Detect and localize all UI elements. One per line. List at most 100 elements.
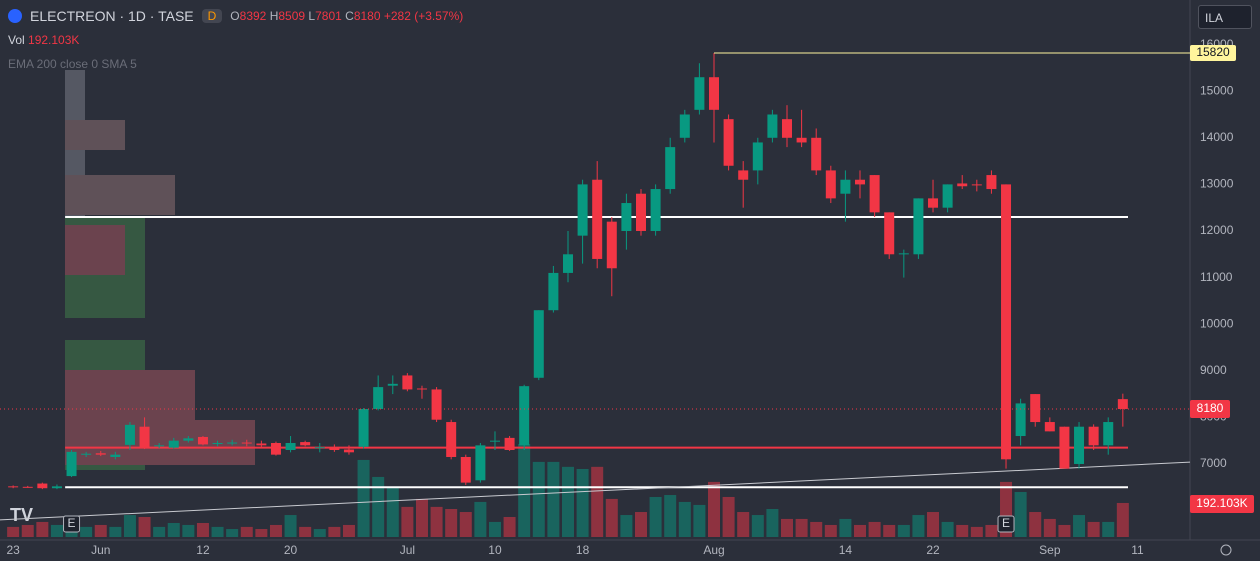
candle-body [562, 254, 573, 273]
candle-body [957, 183, 968, 187]
candle-body [723, 119, 734, 166]
event-label: E [68, 516, 76, 530]
volume-bar [21, 524, 34, 537]
volume-bar [1029, 512, 1042, 537]
change: +282 (+3.57%) [383, 9, 464, 23]
y-tick-label: 7000 [1200, 456, 1227, 470]
volume-bar [357, 459, 370, 537]
event-badge [997, 515, 1015, 533]
volume-bar [810, 521, 823, 537]
candle-body [767, 114, 778, 138]
candle-body [621, 203, 632, 231]
volume-bar [328, 526, 341, 537]
ohlc-label: O [230, 9, 240, 23]
volume-bar [488, 521, 501, 537]
volume-bar [927, 512, 940, 537]
candle-body [387, 383, 398, 386]
volume-bar [1043, 518, 1056, 537]
candle-body [709, 77, 719, 110]
candle-body [942, 184, 953, 208]
volume-bar [708, 481, 720, 537]
volume-bar [1102, 521, 1115, 537]
volume-bar [1073, 515, 1086, 537]
volume-bar [737, 512, 750, 537]
candle-body [898, 253, 909, 255]
volume-bar [313, 529, 326, 537]
volume-bar [576, 468, 589, 537]
volume-bar [839, 518, 852, 537]
candle-body [869, 175, 880, 213]
volume-tag-bg [1190, 495, 1254, 513]
interval-badge[interactable]: D [201, 9, 223, 23]
y-tick-label: 13000 [1200, 177, 1234, 191]
candle-body [855, 179, 866, 185]
price-tag: 15820 [1196, 45, 1230, 59]
volume-bar [401, 506, 414, 537]
candle-body [665, 147, 676, 190]
volume-bar [664, 495, 677, 537]
volume-bar [824, 524, 837, 537]
volume-bar [80, 526, 93, 537]
candle-body [270, 443, 281, 455]
currency-button[interactable]: ILA [1198, 5, 1252, 29]
candle-body [110, 454, 121, 457]
candle-body [811, 137, 822, 171]
ohlc-value: 8180 [353, 9, 381, 23]
symbol-header: ELECTREON · 1D · TASE D O8392 H8509 L780… [8, 8, 463, 24]
volume-bar [766, 509, 779, 537]
volume-tag: 192.103K [1196, 496, 1247, 510]
volume-bar [50, 524, 63, 537]
candle-body [51, 486, 62, 489]
x-tick-label: 14 [839, 543, 853, 557]
ohlc-label: L [308, 9, 316, 23]
volume-bar [342, 524, 355, 537]
y-tick-label: 11000 [1200, 270, 1233, 284]
candle-body [986, 175, 997, 190]
candle-body [416, 388, 427, 390]
candle-body [606, 221, 617, 269]
indicator-legend[interactable]: EMA 200 close 0 SMA 5 [8, 57, 137, 71]
volume-bar [897, 524, 910, 537]
candle-body [825, 170, 836, 199]
candle-body [139, 426, 150, 448]
volume-bar [109, 526, 122, 537]
candle-body [519, 386, 530, 446]
y-tick-label: 10000 [1200, 316, 1234, 330]
volume-bar [1087, 521, 1100, 537]
symbol-title[interactable]: ELECTREON · 1D · TASE [30, 8, 194, 24]
x-tick-label: Jul [400, 543, 415, 557]
ohlc-label: H [269, 9, 279, 23]
volume-bar [445, 509, 458, 537]
candle-body [1103, 422, 1114, 446]
y-tick-label: 12000 [1200, 223, 1234, 237]
candle-body [752, 142, 763, 171]
volume-bar [123, 515, 136, 537]
volume-bar [36, 521, 49, 537]
candle-body [928, 198, 939, 208]
y-tick-label: 14000 [1200, 130, 1234, 144]
volume-bar [299, 526, 312, 537]
x-tick-label: Sep [1039, 543, 1061, 557]
price-tag: 8180 [1197, 401, 1224, 415]
volume-bar [430, 506, 443, 537]
candle-body [840, 179, 851, 194]
candle-body [1117, 399, 1128, 409]
volume-bar [226, 529, 239, 537]
volume-bar [591, 466, 604, 537]
volume-bar [94, 524, 107, 537]
candle-body [66, 451, 77, 477]
volume-value: 192.103K [28, 33, 80, 47]
candle-body [1088, 426, 1099, 446]
volume-bar [240, 526, 253, 537]
volume-bar [284, 515, 297, 537]
volume-bar [167, 523, 180, 537]
settings-icon[interactable] [1220, 544, 1232, 556]
candle-body [796, 137, 807, 143]
volume-bar [211, 526, 224, 537]
volume-bar [985, 524, 998, 537]
x-tick-label: 22 [926, 543, 940, 557]
candle-body [373, 387, 384, 409]
x-tick-label: Aug [703, 543, 724, 557]
volume-bar [547, 461, 560, 537]
